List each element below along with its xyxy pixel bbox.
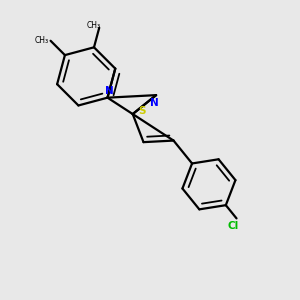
Text: CH₃: CH₃ [86,21,100,30]
Text: CH₃: CH₃ [34,36,49,45]
Text: N: N [105,86,113,96]
Text: Cl: Cl [228,220,239,231]
Text: S: S [138,106,146,116]
Text: N: N [150,98,159,108]
